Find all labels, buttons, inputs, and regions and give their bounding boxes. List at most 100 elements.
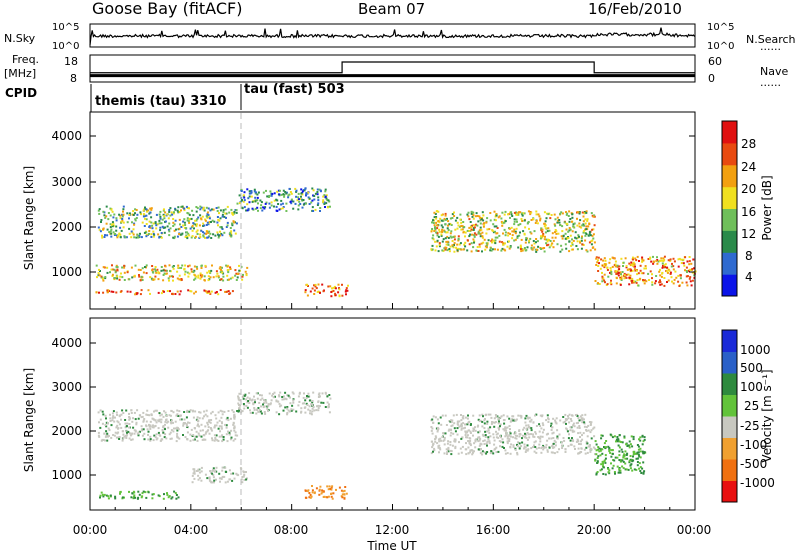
power-cell [690,284,693,287]
power-cell [501,224,504,227]
power-cell [584,239,587,242]
power-cell [145,208,148,211]
velocity-cell [443,443,446,446]
power-cell [160,269,163,272]
velocity-cell [526,444,529,447]
velocity-cell [447,450,450,453]
power-cell [227,269,230,271]
power-cell [540,235,542,238]
velocity-cell [625,443,628,446]
velocity-cell [162,415,165,418]
velocity-cell [457,452,460,455]
velocity-cell [484,436,487,438]
power-cell [681,281,684,284]
power-cell [635,259,638,262]
power-cell [629,268,632,271]
velocity-cell [232,439,235,442]
velocity-cell [177,415,180,417]
vel-cb-minus1000: -1000 [740,476,775,490]
velocity-ylabel: Slant Range [km] [22,368,36,472]
power-cell [457,239,460,242]
power-cell [606,269,609,271]
power-cell [257,191,260,194]
velocity-cell [586,442,589,445]
velocity-cell [218,477,221,480]
velocity-cell [286,413,289,416]
power-cell [115,217,118,220]
power-cell [169,207,172,210]
velocity-cell [256,397,259,400]
velocity-cell [545,419,548,422]
velocity-cell [611,467,614,470]
power-cell [194,235,197,238]
velocity-cell [639,439,642,442]
power-cell [537,245,540,248]
velocity-cell [257,410,260,413]
velocity-cell [114,416,116,419]
power-cell [192,214,195,217]
velocity-cell [262,403,264,406]
velocity-cell [464,434,467,436]
power-cell [435,245,438,248]
velocity-cell [259,398,262,401]
velocity-cell [228,431,231,434]
velocity-cell [200,435,203,438]
power-cell [529,231,532,234]
velocity-cell [147,430,150,433]
power-cell [301,190,304,193]
velocity-cell [636,444,639,446]
power-cell [679,277,682,280]
velocity-cell [500,415,503,418]
power-cell [110,223,113,226]
velocity-cell [220,477,223,480]
power-cell [111,275,114,277]
power-cell [468,235,471,238]
power-cell [312,210,315,212]
power-cell [688,260,691,263]
velocity-cell [177,428,180,431]
power-cell [153,234,156,237]
power-cell [498,240,501,243]
power-cell [314,285,317,288]
power-colorbar-label: Power [dB] [760,175,774,240]
velocity-cell [256,409,259,411]
power-cell [135,209,138,211]
velocity-cell [628,459,631,462]
power-cell [503,248,506,251]
velocity-cell [246,396,249,399]
power-cell [452,246,455,249]
power-cell [192,271,195,273]
velocity-cell [117,436,120,439]
power-cell [450,224,453,226]
velocity-cell [449,443,452,446]
velocity-ytick-1000: 1000 [51,468,82,482]
power-cell [164,269,167,272]
power-cell [659,274,662,277]
power-cell [186,207,189,209]
velocity-cell [436,442,439,445]
power-cell [444,246,447,249]
velocity-cell [506,442,509,445]
velocity-cell [530,427,533,430]
velocity-cell [572,440,575,443]
velocity-cell [284,397,287,400]
velocity-cell [472,430,475,432]
velocity-cell [134,430,137,433]
velocity-cell [509,428,511,431]
power-cell [155,213,158,216]
velocity-cell [460,422,463,425]
power-cell [535,210,538,213]
power-cell [472,238,475,241]
velocity-cell [447,429,450,432]
power-cell [191,229,194,232]
velocity-cell [532,446,535,448]
velocity-cell [547,417,549,420]
power-cell [282,189,285,192]
power-cell [243,206,246,209]
power-cell [435,216,438,218]
velocity-cell [460,427,463,430]
power-cell [178,278,181,281]
power-cell [195,275,198,278]
velocity-cell [308,496,311,499]
power-cell [300,195,302,198]
